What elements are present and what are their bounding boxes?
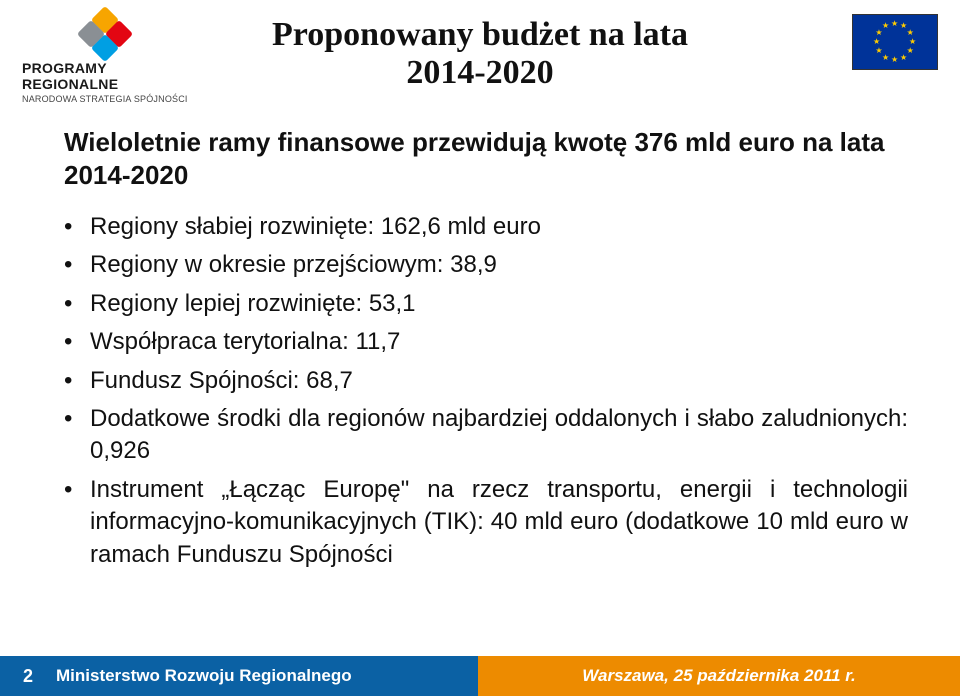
bullet-item: Fundusz Spójności: 68,7 [64,365,908,397]
bullet-list: Regiony słabiej rozwinięte: 162,6 mld eu… [64,211,908,571]
lead-paragraph: Wieloletnie ramy finansowe przewidują kw… [64,126,908,191]
bullet-item: Regiony w okresie przejściowym: 38,9 [64,249,908,281]
logo-text-line3: NARODOWA STRATEGIA SPÓJNOŚCI [22,94,188,104]
bullet-item: Instrument „Łącząc Europę" na rzecz tran… [64,474,908,571]
bullet-item: Regiony słabiej rozwinięte: 162,6 mld eu… [64,211,908,243]
bullet-item: Dodatkowe środki dla regionów najbardzie… [64,403,908,468]
slide-page: PROGRAMY REGIONALNE NARODOWA STRATEGIA S… [0,0,960,696]
footer-ministry: Ministerstwo Rozwoju Regionalnego [56,666,352,686]
page-number: 2 [0,666,56,687]
slide-footer: 2 Ministerstwo Rozwoju Regionalnego Wars… [0,656,960,696]
footer-left: 2 Ministerstwo Rozwoju Regionalnego [0,656,478,696]
title-line2: 2014-2020 [0,54,960,92]
footer-right: Warszawa, 25 października 2011 r. [478,656,960,696]
slide-body: Wieloletnie ramy finansowe przewidują kw… [64,126,908,577]
footer-date: Warszawa, 25 października 2011 r. [582,666,855,686]
slide-title: Proponowany budżet na lata 2014-2020 [0,16,960,92]
bullet-item: Regiony lepiej rozwinięte: 53,1 [64,288,908,320]
bullet-item: Współpraca terytorialna: 11,7 [64,326,908,358]
title-line1: Proponowany budżet na lata [0,16,960,54]
